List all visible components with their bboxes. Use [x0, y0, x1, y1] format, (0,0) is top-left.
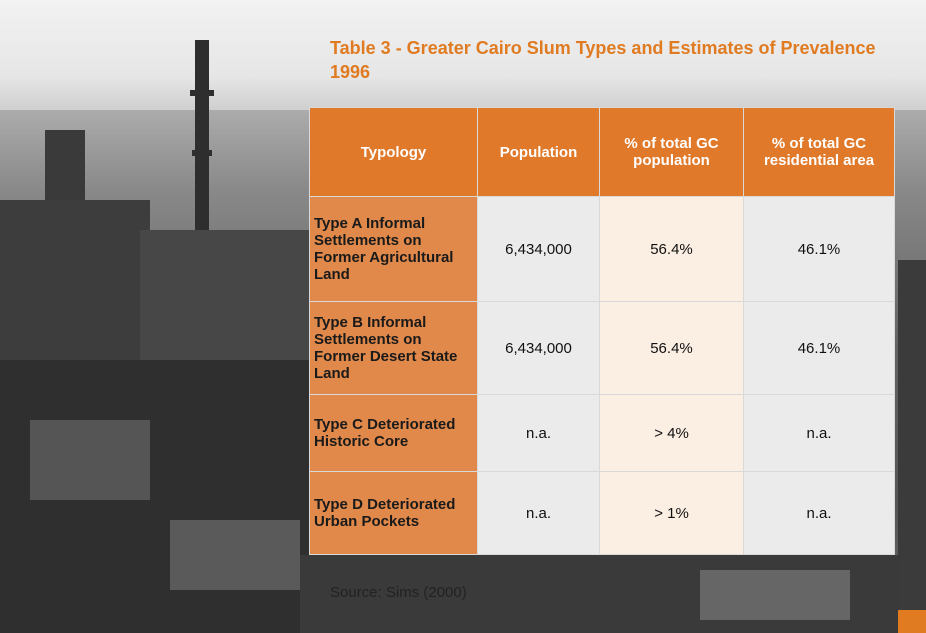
column-header: % of total GC residential area: [744, 108, 895, 197]
slide: Table 3 - Greater Cairo Slum Types and E…: [0, 0, 926, 633]
table-cell: 56.4%: [600, 302, 744, 395]
table-cell: 46.1%: [744, 302, 895, 395]
column-header: % of total GC population: [600, 108, 744, 197]
table-cell: > 1%: [600, 472, 744, 555]
table-cell: 56.4%: [600, 197, 744, 302]
source-note: Source: Sims (2000): [330, 584, 467, 601]
table-title: Table 3 - Greater Cairo Slum Types and E…: [330, 36, 890, 84]
table-cell: n.a.: [744, 472, 895, 555]
table-row: Type A Informal Settlements on Former Ag…: [310, 197, 895, 302]
row-label: Type D Deteriorated Urban Pockets: [310, 472, 478, 555]
table-row: Type B Informal Settlements on Former De…: [310, 302, 895, 395]
table-cell: 46.1%: [744, 197, 895, 302]
row-label: Type A Informal Settlements on Former Ag…: [310, 197, 478, 302]
corner-accent: [898, 610, 926, 633]
table-cell: n.a.: [478, 472, 600, 555]
table-cell: n.a.: [744, 395, 895, 472]
row-label: Type C Deteriorated Historic Core: [310, 395, 478, 472]
column-header: Typology: [310, 108, 478, 197]
table-cell: 6,434,000: [478, 302, 600, 395]
table-cell: n.a.: [478, 395, 600, 472]
table-cell: > 4%: [600, 395, 744, 472]
column-header: Population: [478, 108, 600, 197]
table-cell: 6,434,000: [478, 197, 600, 302]
row-label: Type B Informal Settlements on Former De…: [310, 302, 478, 395]
